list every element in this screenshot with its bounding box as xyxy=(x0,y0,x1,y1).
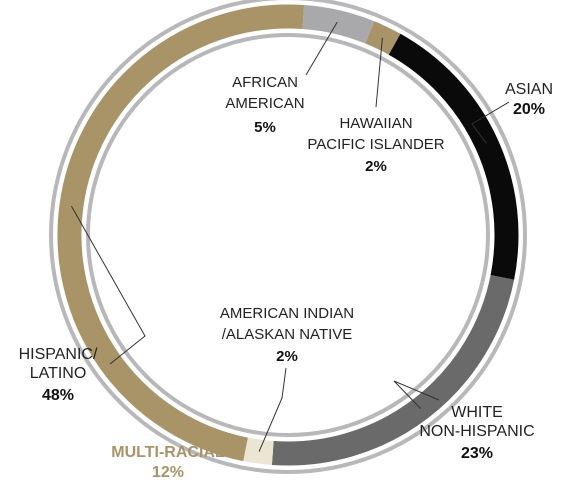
value-american-indian: 2% xyxy=(276,348,298,365)
value-african-american: 5% xyxy=(254,119,276,136)
value-asian: 20% xyxy=(513,101,545,118)
label-white-line-2: NON-HISPANIC xyxy=(419,423,534,440)
outer-ring xyxy=(49,0,527,474)
leader-hawaiian xyxy=(375,37,383,108)
value-hispanic: 48% xyxy=(42,387,74,404)
label-hawaiian-line-2: PACIFIC ISLANDER xyxy=(307,136,444,153)
value-multi-racial: 12% xyxy=(152,464,184,481)
slice-hispanic xyxy=(57,4,305,462)
leader-white xyxy=(393,380,440,409)
value-white: 23% xyxy=(461,445,493,462)
slice-african-american xyxy=(302,5,375,44)
label-hawaiian-line-1: HAWAIIAN xyxy=(339,115,412,132)
label-hispanic-line-2: LATINO xyxy=(30,365,87,382)
label-american-indian-line-2: /ALASKAN NATIVE xyxy=(222,326,353,343)
slice-asian xyxy=(388,33,519,280)
leader-african-american xyxy=(305,21,338,76)
label-african-american-line-2: AMERICAN xyxy=(225,95,304,112)
leader-american-indian xyxy=(258,367,287,452)
label-white-line-1: WHITE xyxy=(451,404,503,421)
leader-hispanic xyxy=(70,205,146,365)
label-hispanic-line-1: HISPANIC/ xyxy=(19,346,98,363)
value-hawaiian: 2% xyxy=(365,158,387,175)
label-asian-line-1: ASIAN xyxy=(505,81,553,98)
leader-asian xyxy=(471,101,510,144)
label-american-indian-line-1: AMERICAN INDIAN xyxy=(220,305,354,322)
label-african-american-line-1: AFRICAN xyxy=(232,74,298,91)
label-multi-racial: MULTI-RACIAL xyxy=(111,444,225,461)
